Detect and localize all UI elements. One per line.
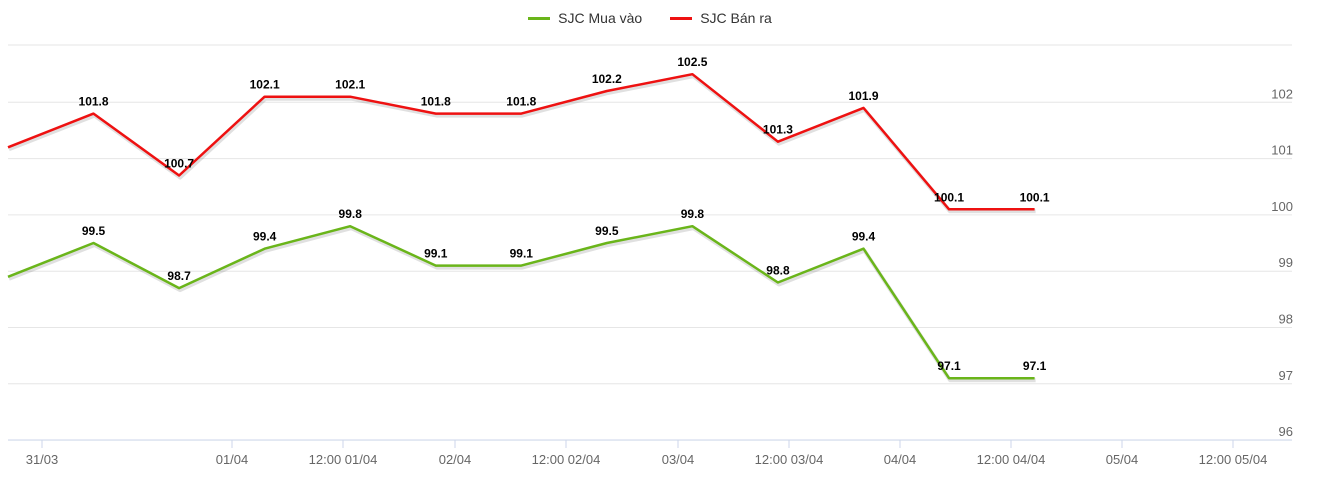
legend-item-buy[interactable]: SJC Mua vào: [528, 10, 642, 26]
data-label: 98.8: [766, 263, 790, 277]
legend: SJC Mua vào SJC Bán ra: [0, 10, 1300, 26]
x-tick-label: 04/04: [884, 452, 917, 467]
legend-label-sell: SJC Bán ra: [700, 10, 772, 26]
legend-swatch-buy: [528, 16, 551, 20]
x-tick-label: 12:00 04/04: [977, 452, 1046, 467]
y-tick-label: 96: [1279, 424, 1293, 439]
data-label: 99.4: [852, 230, 876, 244]
series-line-buy: [7, 224, 1035, 380]
x-tick-label: 01/04: [216, 452, 249, 467]
data-label: 99.5: [595, 224, 619, 238]
data-label: 99.5: [82, 224, 106, 238]
x-tick-label: 03/04: [662, 452, 695, 467]
data-label: 99.8: [681, 207, 705, 221]
y-tick-label: 98: [1279, 312, 1293, 327]
data-label: 101.3: [763, 123, 793, 137]
y-tick-label: 102: [1271, 86, 1293, 101]
data-label: 97.1: [937, 359, 961, 373]
x-tick-label: 12:00 03/04: [755, 452, 824, 467]
data-label: 99.1: [424, 247, 448, 261]
legend-swatch-sell: [670, 16, 693, 20]
data-label: 102.2: [592, 72, 622, 86]
data-label: 99.4: [253, 230, 277, 244]
data-label: 100.7: [164, 156, 194, 170]
y-tick-label: 97: [1279, 368, 1293, 383]
data-label: 100.1: [1020, 190, 1050, 204]
y-tick-label: 101: [1271, 143, 1293, 158]
legend-item-sell[interactable]: SJC Bán ra: [670, 10, 772, 26]
data-label: 99.1: [510, 247, 534, 261]
data-label: 99.8: [339, 207, 363, 221]
data-label: 101.8: [506, 95, 536, 109]
data-label: 100.1: [934, 190, 964, 204]
x-tick-label: 31/03: [26, 452, 59, 467]
x-tick-label: 12:00 05/04: [1199, 452, 1268, 467]
data-label: 102.5: [677, 55, 707, 69]
x-tick-label: 05/04: [1106, 452, 1139, 467]
data-label: 102.1: [335, 78, 365, 92]
data-label: 98.7: [167, 269, 191, 283]
data-label: 102.1: [250, 78, 280, 92]
legend-label-buy: SJC Mua vào: [558, 10, 643, 26]
data-label: 101.9: [848, 89, 878, 103]
data-label: 97.1: [1023, 359, 1047, 373]
y-tick-label: 100: [1271, 199, 1293, 214]
data-label: 101.8: [79, 95, 109, 109]
x-tick-label: 12:00 02/04: [532, 452, 601, 467]
data-label: 101.8: [421, 95, 451, 109]
x-tick-label: 02/04: [439, 452, 472, 467]
series-line-sell: [7, 72, 1035, 211]
y-tick-label: 99: [1279, 255, 1293, 270]
x-tick-label: 12:00 01/04: [309, 452, 378, 467]
